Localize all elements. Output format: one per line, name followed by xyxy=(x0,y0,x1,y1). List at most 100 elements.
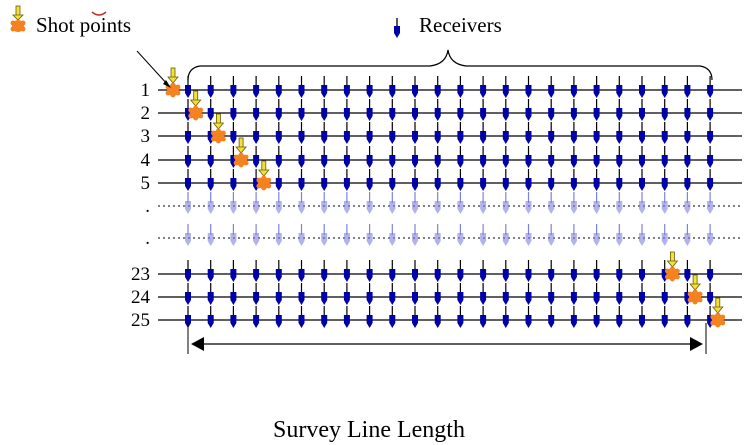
receiver-icon xyxy=(616,76,623,98)
receiver-icon-faded xyxy=(253,192,260,214)
receiver-icon xyxy=(298,283,305,305)
receiver-icon xyxy=(525,260,532,282)
receiver-icon xyxy=(321,306,328,328)
receiver-icon xyxy=(570,99,577,121)
receiver-icon xyxy=(230,169,237,191)
receiver-icon xyxy=(525,283,532,305)
receiver-icon xyxy=(298,169,305,191)
receiver-icon xyxy=(457,76,464,98)
receiver-icon-faded xyxy=(321,192,328,214)
survey-length-arrow xyxy=(187,323,707,354)
caption: Survey Line Length xyxy=(273,417,465,443)
receiver-icon xyxy=(457,283,464,305)
receiver-icon xyxy=(639,306,645,328)
receiver-icon xyxy=(207,99,214,121)
receiver-icon-faded xyxy=(661,192,668,214)
receiver-icon xyxy=(593,76,600,98)
receiver-icon xyxy=(480,76,487,98)
receiver-icon xyxy=(502,146,509,168)
legend-shot-icon xyxy=(10,5,26,32)
receiver-icon xyxy=(207,260,214,282)
receiver-icon-faded xyxy=(661,224,668,246)
receiver-icon xyxy=(457,306,464,328)
receiver-icon-faded xyxy=(343,192,350,214)
receiver-icon xyxy=(684,76,691,98)
receiver-icon xyxy=(684,146,691,168)
receiver-icon-faded xyxy=(707,192,714,214)
receiver-icon-faded xyxy=(343,224,350,246)
receiver-icon xyxy=(366,260,373,282)
receiver-icon xyxy=(434,283,441,305)
receiver-icon xyxy=(366,122,373,144)
receiver-icon xyxy=(639,283,645,305)
receiver-icon xyxy=(570,169,577,191)
receiver-icon xyxy=(707,169,714,191)
receiver-icon xyxy=(366,76,373,98)
receiver-icon xyxy=(457,122,464,144)
receiver-icon xyxy=(434,99,441,121)
receiver-icon xyxy=(480,169,487,191)
receiver-icon xyxy=(389,306,396,328)
receiver-icon-faded xyxy=(480,192,487,214)
receiver-icon xyxy=(548,122,555,144)
row-label: 2 xyxy=(141,103,151,124)
receiver-icon xyxy=(639,76,645,98)
receiver-icon xyxy=(593,306,600,328)
receiver-icon xyxy=(684,260,691,282)
receiver-icon xyxy=(457,99,464,121)
receiver-icon xyxy=(321,283,328,305)
receiver-icon xyxy=(343,99,350,121)
receiver-icon-faded xyxy=(548,224,555,246)
receiver-icon-faded xyxy=(548,192,555,214)
receiver-icon-faded xyxy=(502,192,509,214)
receiver-icon xyxy=(639,99,645,121)
receiver-icon xyxy=(548,146,555,168)
legend-receiver-label: Receivers xyxy=(419,13,502,37)
receiver-icon xyxy=(230,122,237,144)
receiver-icon xyxy=(321,146,328,168)
receivers xyxy=(185,76,714,328)
receiver-icon xyxy=(684,169,691,191)
receiver-icon xyxy=(230,283,237,305)
receiver-icon-faded xyxy=(616,224,623,246)
shot-point-icon xyxy=(233,137,249,168)
receiver-icon xyxy=(480,146,487,168)
receiver-icon xyxy=(684,122,691,144)
receiver-icon xyxy=(502,306,509,328)
receiver-icon-faded xyxy=(684,192,691,214)
receiver-icon xyxy=(525,122,532,144)
receiver-icon-faded xyxy=(389,224,396,246)
shot-point-icon xyxy=(665,251,680,282)
receiver-icon xyxy=(412,283,418,305)
receiver-icon xyxy=(275,76,282,98)
receiver-icon xyxy=(343,146,350,168)
survey-lines xyxy=(158,89,742,321)
receiver-icon xyxy=(412,169,418,191)
receiver-icon xyxy=(366,99,373,121)
receiver-icon-faded xyxy=(321,224,328,246)
receiver-icon xyxy=(593,146,600,168)
receiver-icon-faded xyxy=(230,192,237,214)
receiver-icon xyxy=(502,76,509,98)
receiver-icon xyxy=(593,260,600,282)
receiver-icon xyxy=(707,146,714,168)
receiver-icon-faded xyxy=(434,192,441,214)
row-label: . xyxy=(145,228,150,249)
receiver-icon xyxy=(570,76,577,98)
receiver-icon-faded xyxy=(593,224,600,246)
receiver-icon xyxy=(343,260,350,282)
receiver-icon xyxy=(502,260,509,282)
receiver-icon xyxy=(321,76,328,98)
receiver-icon xyxy=(525,146,532,168)
pointer-arrow xyxy=(136,50,171,88)
receiver-icon xyxy=(185,122,191,144)
receiver-icon xyxy=(389,283,396,305)
receiver-icon xyxy=(616,146,623,168)
receiver-icon xyxy=(207,146,214,168)
receiver-icon xyxy=(707,76,714,98)
receiver-icon-faded xyxy=(207,192,214,214)
receiver-icon xyxy=(707,283,714,305)
receiver-icon xyxy=(275,260,282,282)
receiver-icon-faded xyxy=(366,192,373,214)
